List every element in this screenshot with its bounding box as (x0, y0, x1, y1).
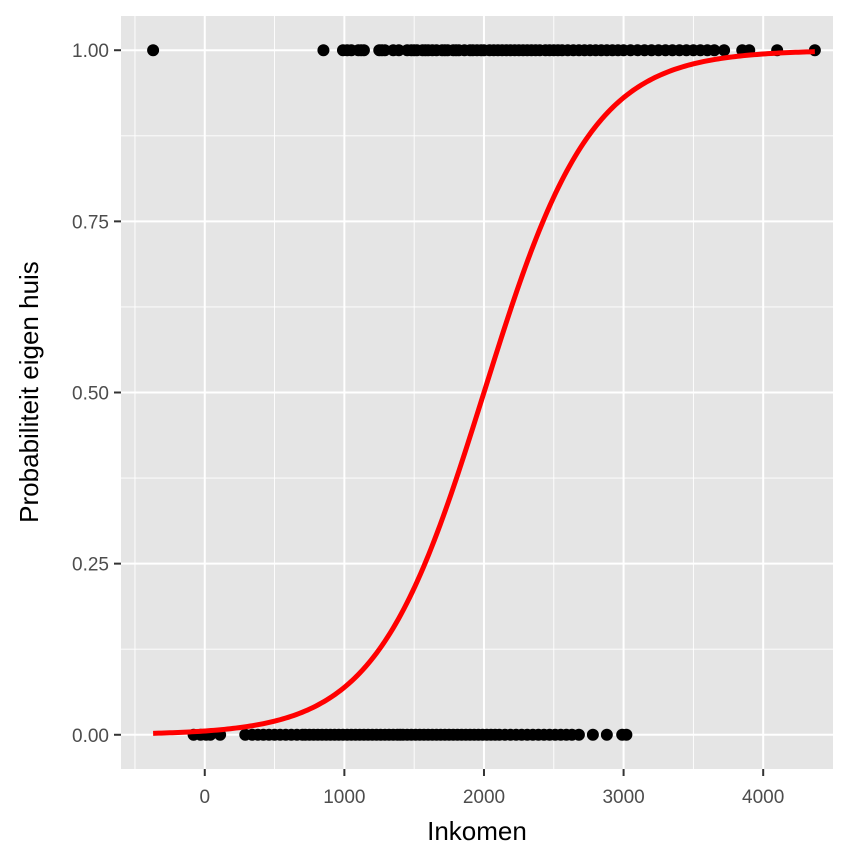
data-point (378, 44, 391, 57)
data-point (586, 728, 599, 741)
data-point (718, 44, 731, 57)
x-axis-title: Inkomen (427, 816, 527, 846)
x-tick-label: 0 (199, 787, 210, 808)
x-tick-label: 4000 (742, 787, 784, 808)
y-tick-label: 0.75 (72, 212, 109, 233)
y-tick-label: 0.50 (72, 384, 109, 405)
data-point (357, 44, 370, 57)
x-tick-label: 1000 (323, 787, 365, 808)
data-point (317, 44, 330, 57)
data-point (572, 728, 585, 741)
data-points (147, 44, 821, 741)
y-tick-label: 0.25 (72, 555, 109, 576)
data-point (708, 44, 721, 57)
y-tick-label: 0.00 (72, 726, 109, 747)
y-axis-ticks: 0.00 0.25 0.50 0.75 1.00 (72, 41, 121, 747)
data-point (600, 728, 613, 741)
x-tick-label: 3000 (602, 787, 644, 808)
data-point (392, 44, 405, 57)
x-tick-label: 2000 (463, 787, 505, 808)
data-point (147, 44, 160, 57)
data-point (620, 728, 633, 741)
y-tick-label: 1.00 (72, 41, 109, 62)
y-axis-title: Probabiliteit eigen huis (14, 261, 44, 523)
x-axis-ticks: 0 1000 2000 3000 4000 (199, 769, 784, 808)
fitted-logistic-curve (153, 49, 815, 736)
